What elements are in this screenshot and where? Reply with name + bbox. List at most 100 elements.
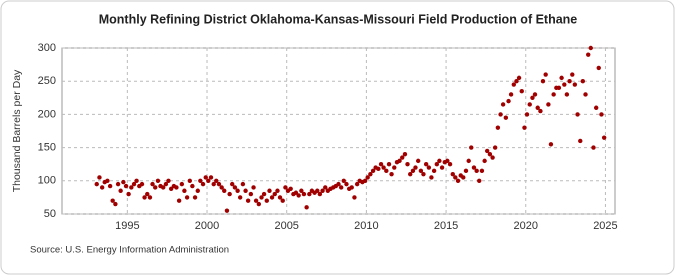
data-point bbox=[522, 125, 527, 130]
data-point bbox=[575, 112, 580, 117]
data-point bbox=[434, 162, 440, 167]
data-point bbox=[362, 178, 368, 183]
data-point bbox=[352, 195, 357, 200]
data-point bbox=[230, 181, 235, 187]
data-point bbox=[548, 142, 554, 147]
data-point bbox=[203, 175, 208, 180]
data-point bbox=[437, 158, 442, 164]
data-point bbox=[556, 85, 562, 91]
data-point bbox=[583, 92, 588, 97]
data-point bbox=[245, 198, 251, 203]
data-point bbox=[264, 198, 269, 203]
data-point bbox=[160, 185, 166, 190]
data-point bbox=[524, 112, 530, 117]
data-point bbox=[562, 82, 567, 87]
data-point bbox=[293, 190, 299, 195]
data-point bbox=[484, 148, 490, 154]
data-point bbox=[269, 195, 275, 200]
data-point bbox=[378, 162, 384, 167]
data-point bbox=[368, 171, 373, 177]
data-point bbox=[498, 112, 503, 117]
data-point bbox=[216, 181, 222, 187]
data-point bbox=[455, 178, 461, 183]
data-point bbox=[477, 178, 482, 183]
data-point bbox=[155, 178, 161, 183]
data-point bbox=[535, 105, 540, 110]
data-point bbox=[479, 168, 485, 174]
data-point bbox=[503, 115, 509, 120]
data-point bbox=[578, 138, 583, 144]
data-point bbox=[113, 201, 118, 207]
data-point bbox=[253, 198, 259, 203]
data-point bbox=[153, 185, 158, 190]
data-point bbox=[251, 185, 256, 190]
data-point bbox=[107, 183, 113, 189]
data-point bbox=[200, 181, 206, 187]
data-point bbox=[277, 195, 283, 200]
data-point bbox=[580, 79, 586, 84]
data-point bbox=[376, 166, 381, 172]
data-point bbox=[511, 82, 517, 87]
data-point bbox=[94, 181, 99, 187]
x-tick-label: 2005 bbox=[274, 220, 298, 232]
data-point bbox=[110, 198, 115, 203]
data-point bbox=[259, 195, 264, 200]
data-point bbox=[227, 191, 232, 197]
x-tick-label: 2015 bbox=[434, 220, 458, 232]
data-point bbox=[453, 175, 458, 180]
data-point bbox=[275, 188, 280, 193]
chart-title: Monthly Refining District Oklahoma-Kansa… bbox=[99, 12, 578, 26]
data-point bbox=[508, 92, 514, 97]
data-point bbox=[370, 168, 376, 174]
data-point bbox=[365, 175, 370, 180]
data-point bbox=[593, 105, 599, 110]
data-point bbox=[184, 195, 190, 200]
data-point bbox=[588, 45, 593, 51]
data-point bbox=[163, 181, 169, 187]
data-point bbox=[99, 185, 105, 190]
data-point bbox=[145, 191, 150, 197]
data-point bbox=[131, 181, 137, 187]
data-point bbox=[272, 191, 277, 197]
data-point bbox=[397, 158, 402, 164]
data-point bbox=[500, 102, 506, 107]
data-point bbox=[126, 191, 131, 197]
data-point bbox=[519, 88, 524, 94]
data-point bbox=[256, 201, 262, 207]
data-point bbox=[530, 95, 535, 101]
data-point bbox=[386, 162, 392, 167]
data-point bbox=[115, 181, 121, 187]
data-point bbox=[559, 75, 564, 81]
source: Source: U.S. Energy Information Administ… bbox=[30, 245, 229, 256]
data-point bbox=[315, 188, 320, 193]
data-point bbox=[168, 186, 174, 191]
data-point bbox=[413, 165, 418, 170]
data-point bbox=[208, 175, 214, 180]
data-point bbox=[463, 168, 469, 174]
data-point bbox=[490, 155, 495, 160]
x-tick-label: 2025 bbox=[593, 220, 617, 232]
x-tick-label: 2020 bbox=[514, 220, 538, 232]
data-point bbox=[426, 165, 432, 170]
data-point bbox=[307, 191, 312, 197]
data-point bbox=[206, 178, 211, 183]
data-point bbox=[179, 181, 185, 187]
data-point bbox=[198, 178, 203, 183]
data-point bbox=[176, 198, 182, 203]
data-point bbox=[280, 198, 285, 203]
data-point bbox=[402, 152, 408, 157]
data-point bbox=[527, 102, 532, 107]
data-point bbox=[261, 191, 267, 197]
data-point bbox=[224, 208, 230, 213]
y-tick-label: 100 bbox=[38, 175, 56, 187]
y-tick-label: 50 bbox=[44, 208, 56, 220]
data-point bbox=[341, 178, 346, 183]
data-point bbox=[516, 75, 522, 81]
data-point bbox=[211, 181, 216, 187]
data-point bbox=[405, 162, 410, 167]
data-point bbox=[543, 72, 548, 77]
data-point bbox=[232, 185, 238, 190]
data-point bbox=[237, 195, 243, 200]
